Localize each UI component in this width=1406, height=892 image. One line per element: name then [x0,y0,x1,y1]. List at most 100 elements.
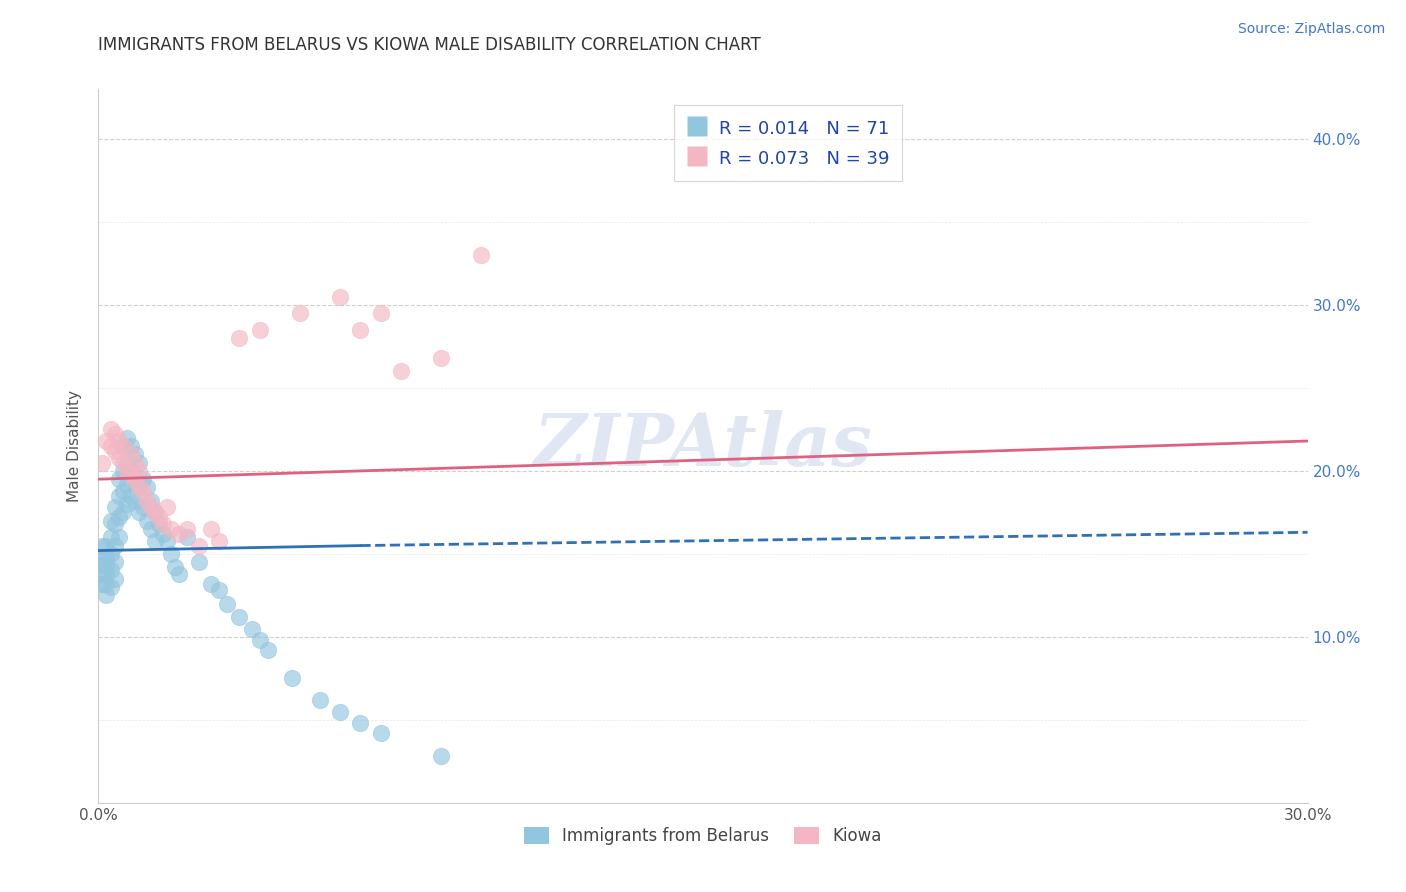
Point [124,472,146,486]
Point [128,481,150,495]
Point [124,447,146,461]
Point [349,716,371,731]
Point [103,572,125,586]
Point [143,505,166,519]
Point [115,456,138,470]
Point [430,351,453,365]
Point [91,576,114,591]
Point [288,306,311,320]
Point [91,456,114,470]
Point [115,464,138,478]
Point [115,497,138,511]
Point [100,580,122,594]
Point [240,622,263,636]
Point [91,550,114,565]
Point [128,456,150,470]
Point [200,576,222,591]
Point [103,427,125,442]
Point [111,464,134,478]
Point [167,527,190,541]
Point [370,306,392,320]
Point [132,500,155,515]
Point [217,597,239,611]
Point [370,726,392,740]
Point [103,516,125,531]
Point [156,500,179,515]
Point [139,500,162,515]
Text: ZIPAtlas: ZIPAtlas [534,410,872,482]
Point [96,539,118,553]
Point [228,331,250,345]
Point [111,456,134,470]
Point [135,514,157,528]
Point [107,510,129,524]
Point [249,323,271,337]
Point [152,516,174,531]
Point [128,505,150,519]
Point [96,558,118,573]
Point [120,467,142,482]
Point [160,547,183,561]
Point [91,539,114,553]
Point [143,533,166,548]
Point [139,493,162,508]
Point [163,560,186,574]
Point [132,483,155,498]
Point [329,290,352,304]
Point [309,693,332,707]
Point [389,364,412,378]
Point [160,522,183,536]
Point [120,439,142,453]
Point [103,539,125,553]
Point [100,547,122,561]
Point [176,522,198,536]
Point [128,481,150,495]
Point [120,447,142,461]
Point [103,555,125,569]
Point [96,434,118,448]
Point [188,555,211,569]
Point [132,472,155,486]
Point [96,588,118,602]
Y-axis label: Male Disability: Male Disability [67,390,83,502]
Point [135,481,157,495]
Text: Source: ZipAtlas.com: Source: ZipAtlas.com [1237,22,1385,37]
Point [120,489,142,503]
Point [111,505,134,519]
Point [100,514,122,528]
Point [107,530,129,544]
Point [124,456,146,470]
Point [148,510,170,524]
Point [208,583,231,598]
Point [152,527,174,541]
Point [135,493,157,508]
Point [107,489,129,503]
Point [208,533,231,548]
Point [103,444,125,458]
Point [100,422,122,436]
Point [470,248,492,262]
Point [96,566,118,581]
Point [167,566,190,581]
Point [188,539,211,553]
Point [139,522,162,536]
Point [111,483,134,498]
Point [107,450,129,465]
Point [143,505,166,519]
Point [124,472,146,486]
Text: IMMIGRANTS FROM BELARUS VS KIOWA MALE DISABILITY CORRELATION CHART: IMMIGRANTS FROM BELARUS VS KIOWA MALE DI… [98,36,761,54]
Point [100,530,122,544]
Point [115,431,138,445]
Point [200,522,222,536]
Point [107,434,129,448]
Point [120,464,142,478]
Point [281,671,304,685]
Legend: Immigrants from Belarus, Kiowa: Immigrants from Belarus, Kiowa [517,820,889,852]
Point [124,493,146,508]
Point [329,705,352,719]
Point [128,464,150,478]
Point [96,550,118,565]
Point [107,472,129,486]
Point [96,576,118,591]
Point [176,530,198,544]
